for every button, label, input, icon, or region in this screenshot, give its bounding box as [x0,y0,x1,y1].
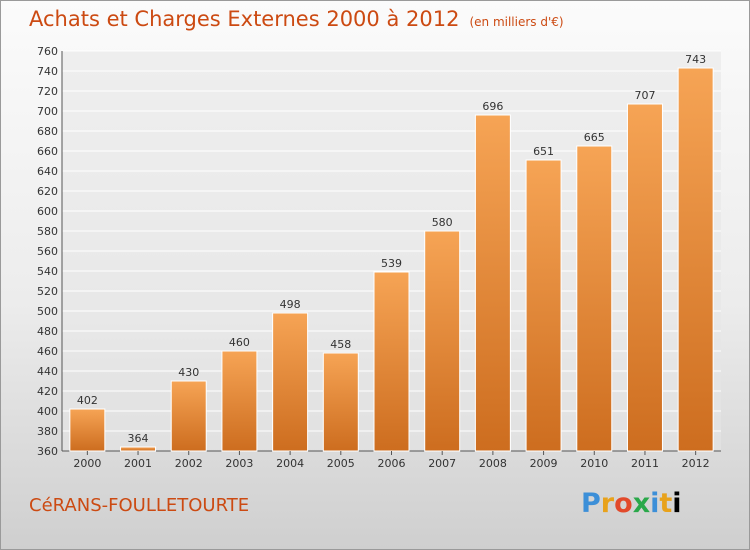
x-tick-label: 2007 [428,457,456,470]
data-label: 539 [381,257,402,270]
x-tick-label: 2005 [327,457,355,470]
bar [221,350,258,452]
bar [626,103,663,452]
y-tick-label: 400 [37,405,58,418]
x-tick-label: 2001 [124,457,152,470]
y-tick-label: 580 [37,225,58,238]
y-tick-label: 560 [37,245,58,258]
bar [322,352,359,452]
data-label: 460 [229,336,250,349]
y-tick-label: 640 [37,165,58,178]
logo-letter: t [659,488,673,519]
x-tick-label: 2011 [631,457,659,470]
y-tick-label: 480 [37,325,58,338]
data-label: 402 [77,394,98,407]
y-tick-label: 760 [37,45,58,58]
data-label: 580 [432,216,453,229]
y-tick-label: 460 [37,345,58,358]
x-tick-label: 2010 [580,457,608,470]
data-label: 696 [482,100,503,113]
y-tick-label: 420 [37,385,58,398]
logo-letter: i [672,488,682,519]
y-tick-label: 520 [37,285,58,298]
logo-letter: P [581,488,601,519]
y-tick-label: 500 [37,305,58,318]
y-tick-label: 360 [37,445,58,458]
y-tick-label: 740 [37,65,58,78]
commune-name: CéRANS-FOULLETOURTE [29,495,250,516]
data-label: 364 [128,432,149,445]
y-tick-label: 680 [37,125,58,138]
data-label: 651 [533,145,554,158]
bar [170,380,207,452]
bar [69,408,106,452]
logo-letter: i [650,488,660,519]
bar [677,67,714,452]
x-tick-label: 2009 [530,457,558,470]
unit-note: (en milliers d'€) [469,15,564,29]
y-tick-label: 620 [37,185,58,198]
logo-letter: x [632,488,651,519]
y-tick-label: 660 [37,145,58,158]
x-tick-label: 2000 [73,457,101,470]
data-label: 458 [330,338,351,351]
bar [474,114,511,452]
x-tick-label: 2006 [378,457,406,470]
proxiti-logo[interactable]: Proxiti [581,488,682,519]
chart-title: Achats et Charges Externes 2000 à 2012 (e… [29,7,564,31]
bar [525,159,562,452]
data-label: 430 [178,366,199,379]
x-tick-label: 2004 [276,457,304,470]
y-tick-label: 380 [37,425,58,438]
y-tick-label: 700 [37,105,58,118]
data-label: 498 [280,298,301,311]
title-text: Achats et Charges Externes 2000 à 2012 [29,7,460,31]
data-label: 665 [584,131,605,144]
bar [120,446,157,452]
y-tick-label: 440 [37,365,58,378]
y-tick-label: 540 [37,265,58,278]
x-tick-label: 2003 [225,457,253,470]
data-label: 743 [685,53,706,66]
x-tick-label: 2012 [682,457,710,470]
logo-letter: r [600,488,615,519]
bar [373,271,410,452]
bar [424,230,461,452]
x-tick-label: 2002 [175,457,203,470]
y-tick-label: 600 [37,205,58,218]
bar [576,145,613,452]
logo-letter: o [614,488,633,519]
data-label: 707 [634,89,655,102]
y-tick-label: 720 [37,85,58,98]
x-tick-label: 2008 [479,457,507,470]
bar [272,312,309,452]
